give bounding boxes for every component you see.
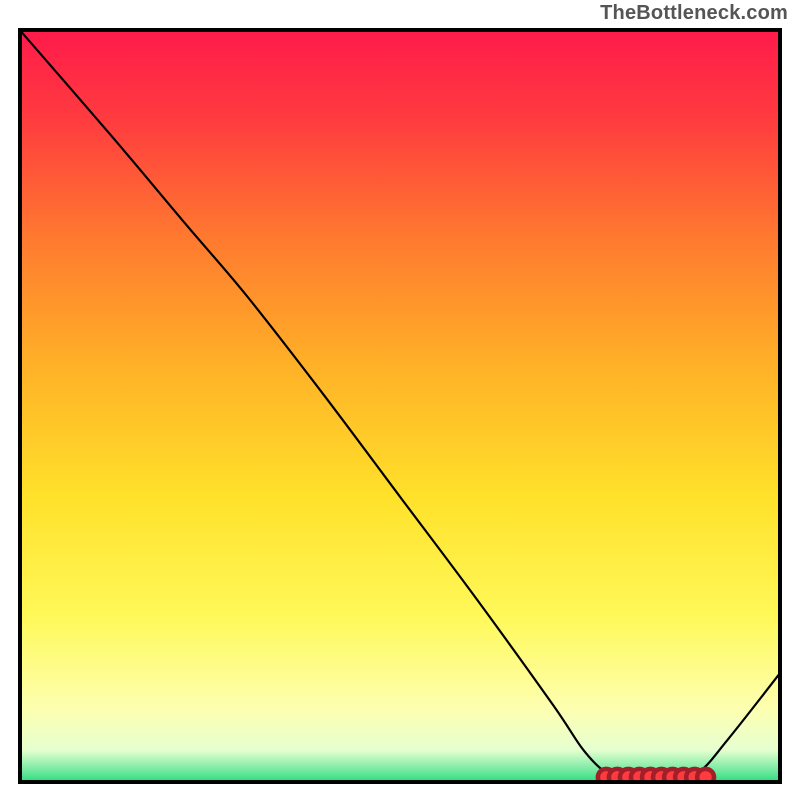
chart-stage: TheBottleneck.com xyxy=(0,0,800,800)
gradient-background xyxy=(18,28,782,784)
chart-svg xyxy=(18,28,782,784)
chart-plot-area xyxy=(18,28,782,784)
watermark-text: TheBottleneck.com xyxy=(600,2,788,25)
